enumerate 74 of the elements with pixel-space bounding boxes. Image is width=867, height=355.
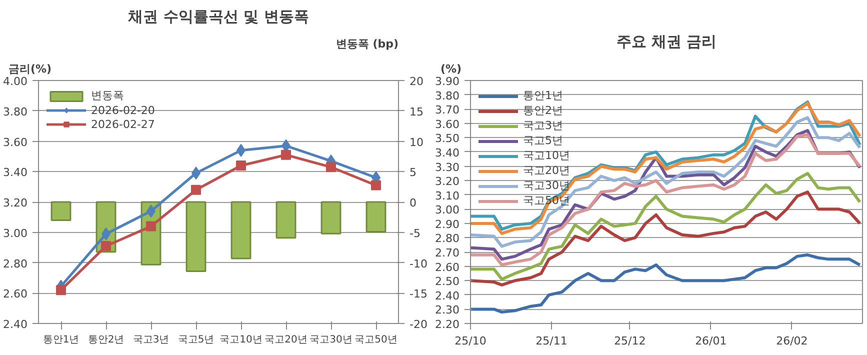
x-tick-label: 국고5년 [178, 334, 214, 346]
y-tick-label: 3.50 [435, 132, 460, 146]
y-tick-label: 3.80 [435, 89, 460, 102]
y2-tick-label: 15 [410, 105, 424, 118]
y-tick-label: 3.60 [435, 118, 460, 131]
y-tick-label: 3.90 [435, 75, 460, 88]
point [146, 221, 156, 232]
y2-axis-title: 변동폭 (bp) [336, 38, 399, 50]
point [101, 241, 111, 252]
y-tick-label: 2.40 [3, 318, 28, 331]
line-series [470, 253, 862, 314]
x-tick-label: 25/10 [454, 334, 486, 348]
point [236, 160, 246, 171]
y-tick-label: 3.20 [435, 175, 460, 188]
y-tick-label: 2.50 [435, 275, 460, 288]
line-series [470, 116, 862, 248]
y-tick-label: 2.60 [435, 260, 460, 274]
y2-tick-label: 20 [410, 75, 424, 88]
y-axis-title: (%) [440, 62, 462, 76]
y2-tick-label: -20 [410, 318, 428, 331]
x-tick-label: 통안1년 [42, 334, 80, 346]
y-tick-label: 2.30 [435, 304, 460, 317]
line-series [470, 190, 862, 286]
y-tick-label: 3.40 [435, 146, 460, 160]
x-tick-label: 26/02 [776, 334, 808, 348]
y2-tick-label: 10 [410, 136, 424, 149]
x-tick-label: 25/12 [614, 334, 646, 348]
y-tick-label: 2.80 [435, 232, 460, 246]
y-tick-label: 2.40 [435, 289, 460, 302]
chart-title: 채권 수익률곡선 및 변동폭 [127, 8, 309, 26]
y-axis-title: 금리(%) [8, 62, 52, 76]
x-tick-label: 국고20년 [264, 334, 308, 346]
y2-tick-label: -10 [410, 257, 428, 270]
y-tick-label: 3.30 [435, 160, 460, 174]
point [326, 162, 336, 172]
x-tick-label: 통안2년 [88, 334, 124, 346]
y2-tick-label: -5 [410, 226, 420, 240]
y-tick-label: 4.00 [3, 75, 28, 88]
x-tick-label: 26/01 [695, 334, 727, 348]
y-tick-label: 3.80 [3, 105, 28, 118]
y2-tick-label: 0 [410, 196, 416, 210]
y-tick-label: 2.20 [435, 318, 460, 331]
point [281, 150, 291, 160]
y-tick-label: 3.00 [3, 226, 28, 240]
x-tick-label: 국고50년 [354, 334, 398, 346]
y-tick-label: 3.70 [435, 104, 460, 117]
chart-title: 주요 채권 금리 [616, 32, 717, 50]
y-tick-label: 3.60 [3, 136, 28, 149]
point [371, 180, 381, 190]
legend-label: 국고10년 [523, 148, 570, 163]
y2-tick-label: -15 [410, 288, 428, 301]
legend-label: 통안2년 [523, 103, 563, 118]
y-tick-label: 3.00 [435, 204, 460, 217]
y-tick-label: 2.70 [435, 246, 460, 260]
legend-label: 국고3년 [523, 118, 563, 133]
y-tick-label: 3.40 [3, 166, 28, 180]
legend-label: 2026-02-27 [91, 117, 155, 131]
point [56, 285, 66, 296]
point [191, 184, 201, 195]
x-tick-label: 국고10년 [220, 334, 262, 346]
x-tick-label: 국고3년 [132, 334, 170, 346]
legend-label: 국고20년 [523, 163, 570, 178]
legend-label: 통안1년 [523, 88, 563, 103]
y-tick-label: 2.80 [3, 257, 28, 270]
y2-tick-label: 5 [410, 166, 416, 180]
legend-label: 변동폭 [91, 88, 124, 103]
legend-label: 2026-02-20 [91, 103, 155, 117]
y-tick-label: 3.20 [3, 196, 28, 210]
y-tick-label: 2.90 [435, 218, 460, 231]
x-tick-label: 국고30년 [310, 334, 352, 346]
x-tick-label: 25/11 [536, 334, 568, 348]
y-tick-label: 2.60 [3, 288, 28, 301]
y-tick-label: 3.10 [435, 189, 460, 202]
legend-label: 국고5년 [523, 133, 563, 148]
